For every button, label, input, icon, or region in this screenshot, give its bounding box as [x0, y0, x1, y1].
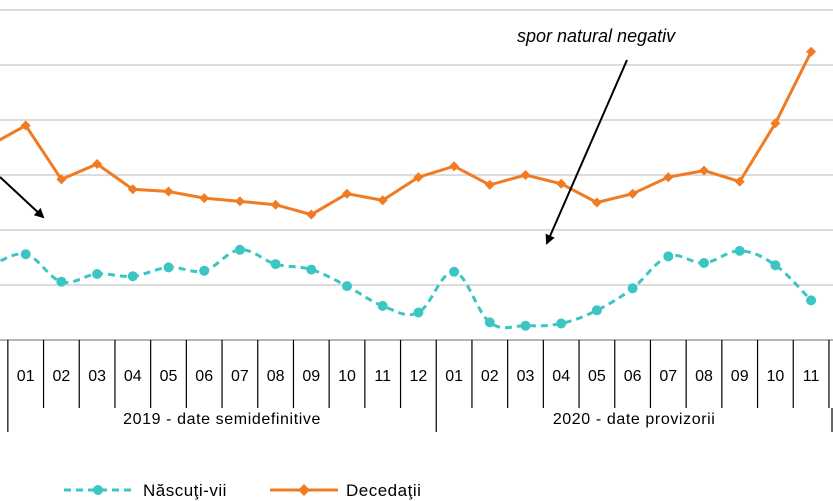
point-nascuti — [806, 295, 817, 306]
point-nascuti — [234, 244, 245, 255]
legend-item-nascuti: Născuţi-vii — [64, 481, 227, 500]
annotation-arrow — [545, 59, 628, 245]
point-decedati — [270, 199, 281, 210]
point-nascuti — [520, 320, 531, 331]
point-nascuti — [591, 305, 602, 316]
point-decedati — [806, 46, 817, 57]
point-decedati — [449, 161, 460, 172]
point-nascuti — [734, 245, 745, 256]
point-nascuti — [627, 283, 638, 294]
point-nascuti — [377, 300, 388, 311]
point-nascuti — [306, 264, 317, 275]
point-decedati — [484, 179, 495, 190]
point-decedati — [770, 118, 781, 129]
point-decedati — [56, 174, 67, 185]
series-line-decedati — [0, 51, 813, 217]
point-nascuti — [56, 276, 67, 287]
x-tick-label: 01 — [17, 368, 35, 385]
group-label-2020: 2020 - date provizorii — [553, 411, 716, 428]
point-decedati — [199, 193, 210, 204]
x-tick-label: 06 — [624, 368, 642, 385]
point-nascuti — [199, 265, 210, 276]
legend: Născuţi-vii Decedaţii — [64, 481, 421, 500]
point-decedati — [734, 176, 745, 187]
x-tick-label: 09 — [302, 368, 320, 385]
point-decedati — [234, 196, 245, 207]
point-decedati — [306, 209, 317, 220]
point-nascuti — [556, 318, 567, 329]
x-tick-label: 07 — [659, 368, 677, 385]
x-tick-label: 06 — [195, 368, 213, 385]
annotation-arrow-left — [0, 176, 45, 219]
x-tick-label: 01 — [445, 368, 463, 385]
annotation-text: spor natural negativ — [517, 26, 676, 46]
point-decedati — [127, 184, 138, 195]
x-tick-label: 04 — [552, 368, 570, 385]
x-tick-label: 02 — [481, 368, 499, 385]
point-decedati — [520, 170, 531, 180]
point-decedati — [163, 186, 174, 197]
point-decedati — [377, 195, 388, 206]
gridlines — [0, 9, 833, 341]
point-decedati — [627, 188, 638, 199]
x-tick-label: 12 — [410, 368, 428, 385]
point-decedati — [92, 159, 103, 169]
point-nascuti — [342, 281, 352, 292]
point-nascuti — [770, 260, 781, 271]
x-tick-label: 11 — [374, 368, 391, 385]
legend-label-decedati: Decedaţii — [346, 481, 421, 500]
x-tick-label: 09 — [731, 368, 749, 385]
legend-label-nascuti: Născuţi-vii — [143, 481, 227, 500]
legend-item-decedati: Decedaţii — [270, 481, 421, 500]
point-nascuti — [270, 259, 281, 270]
point-nascuti — [484, 317, 495, 328]
point-decedati — [342, 188, 352, 199]
x-axis: 01 02 03 04 05 06 07 08 09 10 11 12 01 02 03 04 05 06 07 08… — [7, 340, 833, 432]
x-tick-label: 10 — [338, 368, 356, 385]
x-tick-label: 10 — [767, 368, 785, 385]
point-nascuti — [699, 258, 709, 268]
point-decedati — [556, 178, 567, 189]
x-tick-label: 08 — [267, 368, 285, 385]
point-decedati — [699, 165, 709, 176]
x-tick-label: 04 — [124, 368, 142, 385]
x-tick-label: 07 — [231, 368, 249, 385]
series-line-nascuti — [0, 248, 813, 330]
point-nascuti — [413, 307, 424, 318]
x-tick-label: 03 — [88, 368, 106, 385]
point-nascuti — [127, 271, 138, 282]
x-tick-label: 11 — [803, 368, 820, 385]
point-nascuti — [163, 262, 174, 273]
point-decedati — [413, 172, 424, 183]
x-tick-label: 03 — [517, 368, 535, 385]
x-tick-label: 05 — [588, 368, 606, 385]
point-nascuti — [92, 269, 103, 279]
x-tick-label: 08 — [695, 368, 713, 385]
point-nascuti — [449, 266, 460, 277]
x-tick-label: 05 — [160, 368, 178, 385]
x-tick-label: 02 — [53, 368, 71, 385]
series-layer — [0, 46, 817, 331]
group-label-2019: 2019 - date semidefinitive — [123, 411, 321, 428]
point-nascuti — [663, 251, 674, 262]
point-decedati — [20, 120, 31, 131]
point-decedati — [663, 172, 674, 183]
point-nascuti — [20, 249, 31, 260]
point-decedati — [591, 197, 602, 208]
